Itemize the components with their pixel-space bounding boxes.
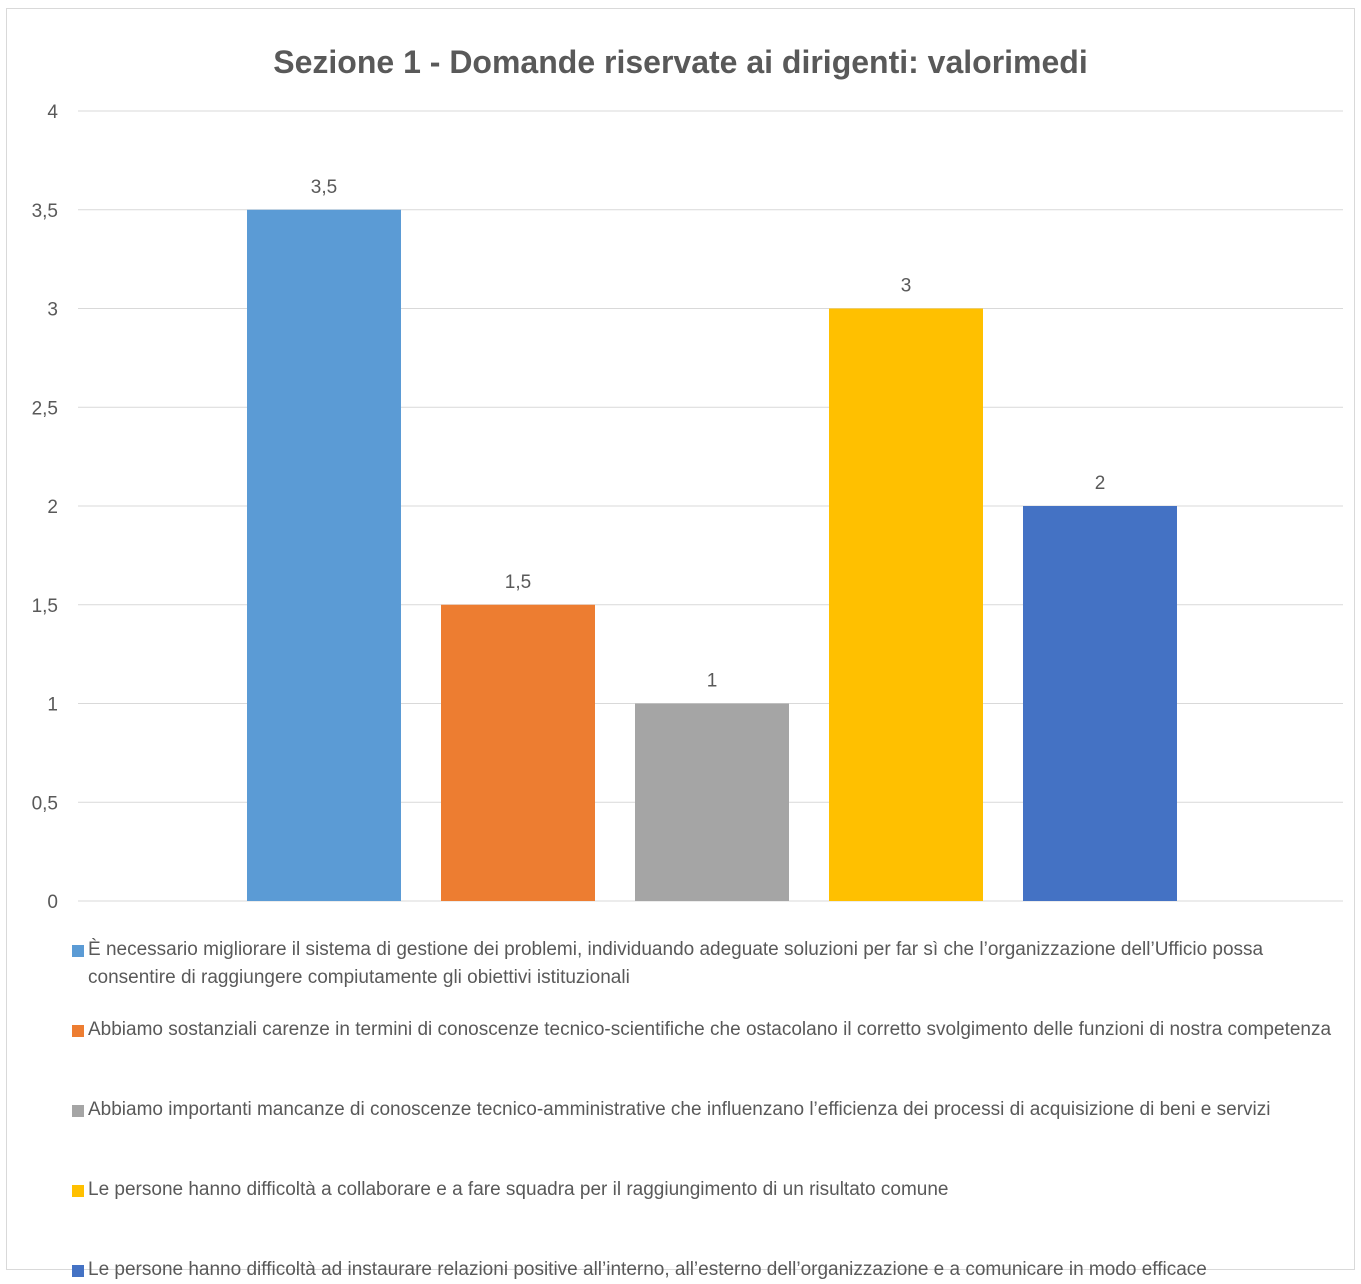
- legend-label: Abbiamo importanti mancanze di conoscenz…: [72, 1096, 1337, 1124]
- data-label: 3: [901, 276, 912, 297]
- y-tick-label: 1: [47, 695, 58, 716]
- data-label: 2: [1095, 473, 1106, 494]
- data-label: 1: [707, 671, 718, 692]
- legend-swatch: [72, 1105, 84, 1117]
- bar-chart: 0 0,5 1 1,5 2 2,5 3 3,5 4 3,5 1,5 1 3 2: [0, 0, 1361, 930]
- data-label: 3,5: [311, 177, 337, 198]
- legend-swatch: [72, 945, 84, 957]
- data-label: 1,5: [505, 572, 531, 593]
- bar: [1023, 506, 1177, 901]
- legend-item: Le persone hanno difficoltà a collaborar…: [72, 1176, 1337, 1204]
- y-tick-label: 0: [47, 892, 58, 913]
- y-tick-label: 2: [47, 497, 58, 518]
- legend-label: Le persone hanno difficoltà a collaborar…: [72, 1176, 1337, 1204]
- legend-item: Abbiamo sostanziali carenze in termini d…: [72, 1016, 1337, 1044]
- legend-item: Abbiamo importanti mancanze di conoscenz…: [72, 1096, 1337, 1124]
- legend-swatch: [72, 1025, 84, 1037]
- bar: [441, 605, 595, 901]
- y-tick-label: 4: [47, 102, 58, 123]
- legend-label: È necessario migliorare il sistema di ge…: [72, 936, 1337, 992]
- legend-swatch: [72, 1185, 84, 1197]
- bar: [829, 309, 983, 902]
- legend-label: Abbiamo sostanziali carenze in termini d…: [72, 1016, 1337, 1044]
- y-tick-label: 3,5: [32, 201, 58, 222]
- y-tick-label: 0,5: [32, 793, 58, 814]
- legend-item: Le persone hanno difficoltà ad instaurar…: [72, 1256, 1337, 1284]
- y-tick-label: 1,5: [32, 596, 58, 617]
- y-tick-label: 3: [47, 300, 58, 321]
- legend-label: Le persone hanno difficoltà ad instaurar…: [72, 1256, 1337, 1284]
- bar: [247, 210, 401, 901]
- legend-swatch: [72, 1265, 84, 1277]
- legend-item: È necessario migliorare il sistema di ge…: [72, 936, 1337, 992]
- bar: [635, 704, 789, 902]
- y-tick-label: 2,5: [32, 398, 58, 419]
